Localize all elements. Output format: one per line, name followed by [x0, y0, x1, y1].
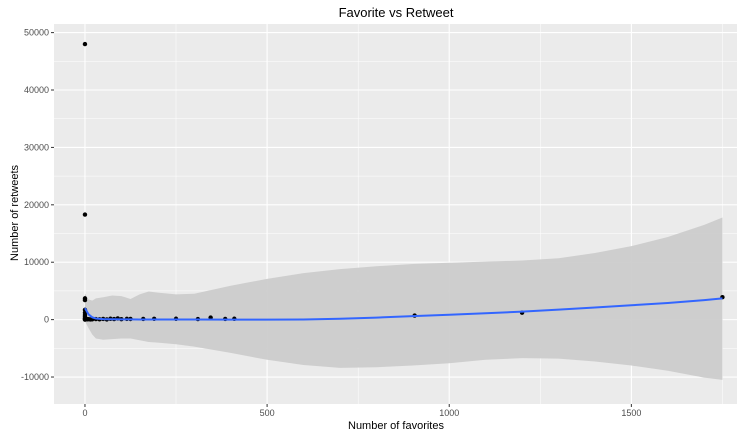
x-tick-label: 0 [82, 408, 87, 418]
confidence-band [84, 217, 723, 380]
x-tick-label: 1500 [621, 408, 641, 418]
tick-labels: 0 500 1000 1500 -10000 0 10000 20000 30000 40000 5… [21, 28, 641, 418]
data-point [82, 41, 88, 47]
y-tick-label: 0 [44, 315, 49, 325]
x-axis-title: Number of favorites [348, 420, 444, 432]
data-point [82, 297, 88, 303]
y-axis-title: Number of retweets [9, 165, 21, 261]
chart-title: Favorite vs Retweet [339, 5, 454, 20]
confidence-band-area [84, 217, 723, 380]
y-tick-label: 50000 [24, 28, 49, 38]
y-tick-label: 10000 [24, 257, 49, 267]
y-tick-label: 30000 [24, 142, 49, 152]
x-tick-label: 1000 [439, 408, 459, 418]
y-tick-label: -10000 [21, 372, 49, 382]
x-tick-label: 500 [260, 408, 275, 418]
axis-ticks [51, 32, 632, 407]
trend-line [84, 297, 723, 321]
y-tick-label: 20000 [24, 200, 49, 210]
data-point [82, 212, 88, 217]
y-tick-label: 40000 [24, 85, 49, 95]
trend-line-layer [84, 297, 723, 321]
